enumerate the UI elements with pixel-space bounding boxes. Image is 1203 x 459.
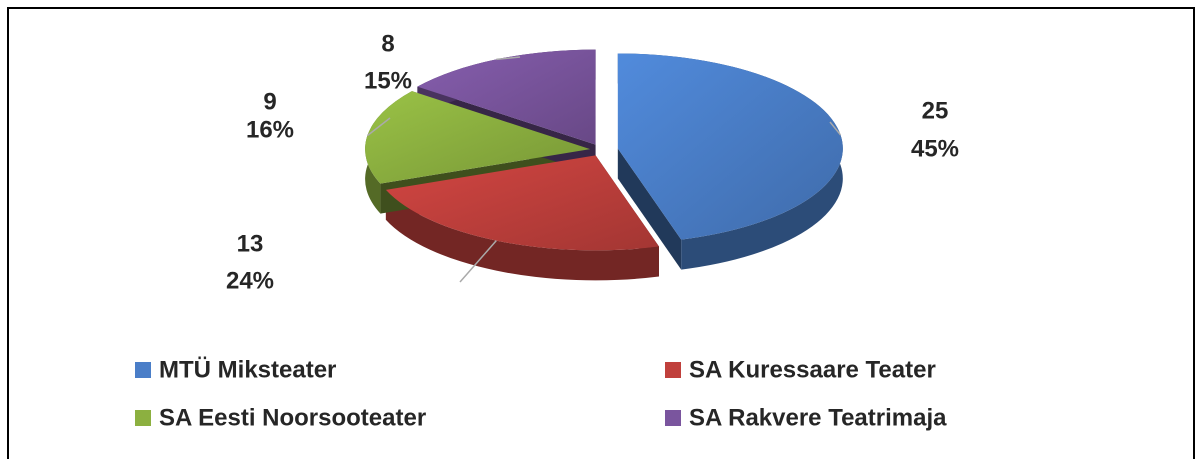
percent-label: 45% [911, 135, 959, 162]
slice [365, 91, 591, 184]
percent-label: 16% [246, 116, 294, 143]
chart-border [7, 7, 1195, 459]
data-label: 25 [922, 97, 949, 124]
legend-swatch [135, 410, 151, 426]
slice [417, 49, 596, 145]
leader-line [496, 56, 521, 61]
percent-label: 15% [364, 67, 412, 94]
legend-swatch [135, 362, 151, 378]
data-label: 13 [237, 230, 264, 257]
legend-swatch [665, 362, 681, 378]
slice [617, 53, 843, 240]
percent-label: 24% [226, 267, 274, 294]
slice-side [385, 189, 659, 281]
slice-face [617, 148, 682, 270]
legend-label: SA Eesti Noorsooteater [159, 404, 426, 431]
leader-line [366, 117, 391, 137]
data-label: 8 [381, 30, 394, 57]
legend-label: SA Rakvere Teatrimaja [689, 404, 947, 431]
leader-line [829, 121, 842, 136]
data-label: 9 [263, 88, 276, 115]
legend-swatch [665, 410, 681, 426]
slice [385, 155, 659, 251]
leader-line [459, 240, 497, 283]
legend-label: MTÜ Miksteater [159, 356, 336, 383]
legend-label: SA Kuressaare Teater [689, 356, 936, 383]
